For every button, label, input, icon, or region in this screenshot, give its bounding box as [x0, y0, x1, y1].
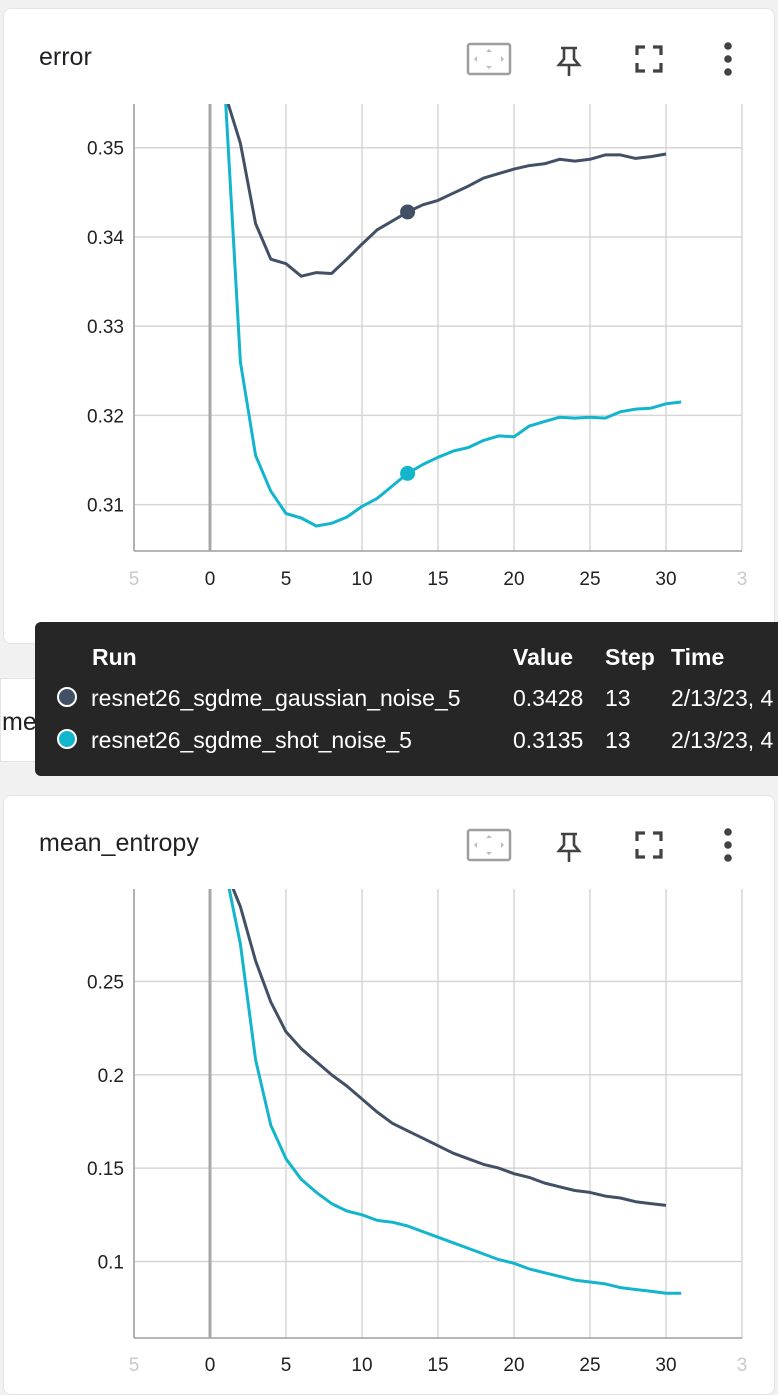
- x-tick-label: 3: [737, 1355, 748, 1376]
- highlight-point: [400, 204, 416, 220]
- x-tick-label: 0: [205, 1355, 216, 1376]
- fullscreen-icon[interactable]: [634, 830, 664, 860]
- tooltip-step: 13: [605, 685, 631, 711]
- y-tick-label: 0.25: [87, 972, 124, 993]
- x-tick-label: 3: [737, 569, 748, 590]
- x-tick-label: 10: [351, 1355, 372, 1376]
- series-color-dot: [57, 729, 77, 749]
- y-tick-label: 0.1: [98, 1252, 124, 1273]
- y-tick-label: 0.15: [87, 1159, 124, 1180]
- x-tick-label: 25: [579, 569, 600, 590]
- y-tick-label: 0.34: [87, 228, 124, 249]
- tooltip-header-time: Time: [671, 644, 725, 670]
- series-color-dot: [57, 687, 77, 707]
- collapsed-card-peek: [0, 678, 40, 762]
- tooltip-run-name: resnet26_sgdme_gaussian_noise_5: [91, 685, 461, 711]
- tooltip-time: 2/13/23, 4: [671, 727, 774, 753]
- more-vert-icon[interactable]: [718, 827, 738, 863]
- tooltip-run-name: resnet26_sgdme_shot_noise_5: [91, 727, 412, 753]
- x-tick-label: 15: [427, 1355, 448, 1376]
- series-line: [227, 889, 682, 1295]
- x-tick-label: 5: [281, 1355, 292, 1376]
- pin-icon[interactable]: [555, 45, 583, 79]
- x-tick-label: 25: [579, 1355, 600, 1376]
- fit-domain-icon[interactable]: [466, 42, 512, 76]
- fullscreen-icon[interactable]: [634, 44, 664, 74]
- tooltip-time: 2/13/23, 4: [671, 685, 774, 711]
- x-tick-label: 30: [655, 1355, 676, 1376]
- x-tick-label: 10: [351, 569, 372, 590]
- highlight-point: [400, 465, 416, 481]
- x-tick-label: 20: [503, 1355, 524, 1376]
- tooltip-value: 0.3428: [513, 685, 584, 711]
- card-title: error: [39, 43, 92, 71]
- tooltip-header-step: Step: [605, 644, 655, 670]
- series-line: [224, 104, 682, 528]
- x-tick-label: 20: [503, 569, 524, 590]
- tooltip-value: 0.3135: [513, 727, 584, 753]
- x-tick-label: 5: [281, 569, 292, 590]
- series-line: [231, 889, 667, 1207]
- y-tick-label: 0.2: [98, 1066, 124, 1087]
- fit-domain-icon[interactable]: [466, 828, 512, 862]
- tooltip-header-value: Value: [513, 644, 574, 670]
- more-vert-icon[interactable]: [718, 41, 738, 77]
- x-tick-label: 15: [427, 569, 448, 590]
- tooltip-header-run: Run: [92, 644, 137, 670]
- mean-entropy-card: mean_entropy: [3, 795, 775, 1395]
- x-tick-label: 0: [205, 569, 216, 590]
- hover-tooltip: Run Value Step Time resnet26_sgdme_gauss…: [35, 622, 778, 776]
- series-line: [226, 104, 667, 278]
- y-tick-label: 0.31: [87, 496, 124, 517]
- y-tick-label: 0.32: [87, 406, 124, 427]
- pin-icon[interactable]: [555, 831, 583, 865]
- x-tick-label: 30: [655, 569, 676, 590]
- y-tick-label: 0.33: [87, 317, 124, 338]
- x-tick-label: 5: [129, 1355, 140, 1376]
- tooltip-step: 13: [605, 727, 631, 753]
- y-tick-label: 0.35: [87, 139, 124, 160]
- x-tick-label: 5: [129, 569, 140, 590]
- card-title: mean_entropy: [39, 829, 199, 857]
